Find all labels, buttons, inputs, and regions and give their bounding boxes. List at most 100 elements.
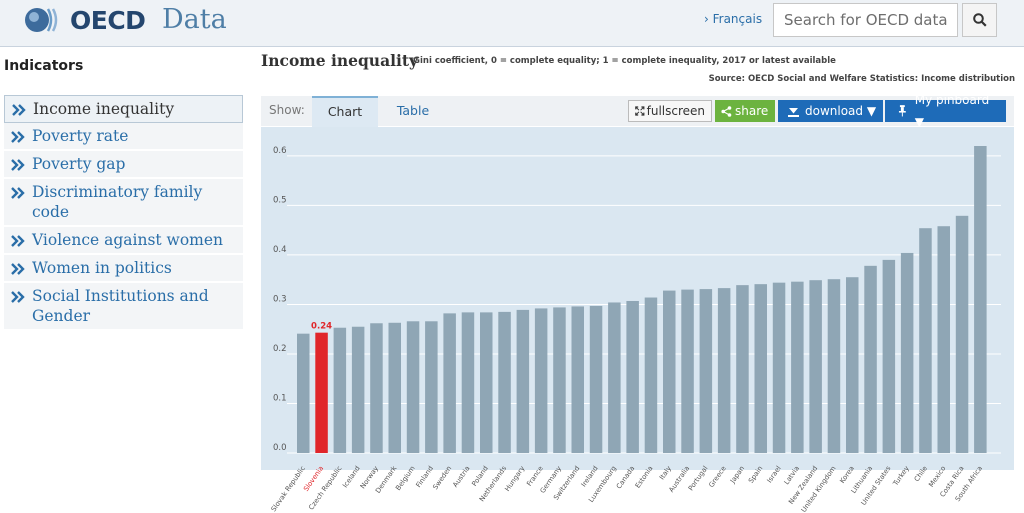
bar (864, 265, 877, 453)
bar (370, 323, 383, 453)
fullscreen-button[interactable]: fullscreen (628, 100, 712, 122)
y-tick-label: 0.4 (273, 245, 287, 255)
sidebar-item-label: Income inequality (33, 100, 175, 118)
bar (534, 308, 548, 453)
chevron-double-icon (11, 291, 25, 303)
bar (754, 284, 767, 453)
sidebar-item-discriminatory-family-code[interactable]: Discriminatory family code (4, 179, 243, 227)
sidebar-item-label: Poverty gap (32, 155, 126, 173)
y-tick-label: 0.2 (273, 344, 287, 354)
bar (589, 305, 603, 453)
chevron-double-icon (11, 131, 25, 143)
y-tick-label: 0.1 (273, 393, 287, 403)
bar (900, 252, 914, 453)
bar (297, 333, 310, 453)
sidebar-item-women-in-politics[interactable]: Women in politics (4, 255, 243, 283)
download-label: download ▼ (805, 104, 877, 118)
pinboard-label: My pinboard ▼ (914, 93, 990, 129)
brand-name: OECD (70, 6, 146, 35)
download-icon (788, 107, 799, 117)
x-tick-label: Sweden (431, 465, 453, 492)
bar (480, 312, 493, 453)
expand-icon (635, 106, 645, 116)
bar (333, 327, 347, 453)
chevron-double-icon (11, 187, 25, 199)
bar (626, 300, 639, 453)
sidebar-item-poverty-rate[interactable]: Poverty rate (4, 123, 243, 151)
bar (644, 297, 658, 453)
y-tick-label: 0.3 (273, 294, 287, 304)
bar (553, 307, 566, 453)
sidebar-item-poverty-gap[interactable]: Poverty gap (4, 151, 243, 179)
bar (919, 228, 932, 453)
bar (425, 321, 438, 453)
section-name: Data (162, 4, 227, 35)
sidebar-item-label: Poverty rate (32, 127, 129, 145)
share-button[interactable]: share (715, 100, 775, 122)
sidebar-item-label: Women in politics (32, 259, 172, 277)
x-tick-label: Belgium (394, 464, 417, 492)
download-button[interactable]: download ▼ (778, 100, 883, 122)
bar (443, 313, 456, 453)
y-tick-label: 0.0 (273, 443, 287, 453)
chart-source: Source: OECD Social and Welfare Statisti… (708, 74, 1015, 84)
x-tick-label: Israel (765, 464, 782, 484)
search-icon (972, 13, 987, 27)
bar (827, 279, 841, 453)
share-label: share (735, 104, 769, 118)
sidebar-item-violence-against-women[interactable]: Violence against women (4, 227, 243, 255)
bar (736, 285, 749, 453)
chevron-double-icon (12, 104, 26, 116)
pin-icon (898, 105, 906, 117)
x-tick-label: Korea (838, 465, 856, 485)
chart-panel: 0.0 0.1 0.2 0.3 0.4 0.5 0.6 Slovak Republic Slov… (261, 127, 1014, 513)
tab-table[interactable]: Table (396, 103, 430, 118)
show-label: Show: (269, 103, 305, 117)
page-title: Income inequality (261, 51, 419, 70)
x-tick-label: Spain (747, 465, 764, 485)
indicator-nav: Income inequality Poverty rate Poverty gap… (4, 95, 243, 331)
bar (608, 302, 621, 453)
y-tick-label: 0.5 (273, 195, 287, 205)
pinboard-button[interactable]: My pinboard ▼ (885, 93, 1006, 129)
bar (516, 309, 530, 453)
bar (351, 326, 365, 453)
data-label: 0.24 (311, 322, 332, 332)
bar (315, 332, 328, 453)
bar (937, 226, 950, 453)
sidebar-item-label: Discriminatory family code (32, 183, 203, 221)
sidebar-item-social-institutions-and-gender[interactable]: Social Institutions and Gender (4, 283, 243, 331)
bar (974, 146, 987, 453)
tab-chart[interactable]: Chart (312, 96, 378, 127)
search-input[interactable] (773, 3, 958, 37)
sidebar-item-income-inequality[interactable]: Income inequality (4, 95, 243, 123)
bar (663, 290, 676, 453)
chart-subtitle: Gini coefficient, 0 = complete equality;… (413, 56, 836, 66)
bar (809, 280, 822, 453)
bar (388, 322, 401, 453)
x-tick-label: Japan (728, 465, 746, 486)
chevron-double-icon (11, 263, 25, 275)
bar (882, 259, 896, 453)
oecd-logo-icon (25, 8, 58, 32)
bar (955, 215, 969, 453)
header: OECD Data › Français (0, 0, 1024, 47)
x-tick-label: Italy (658, 465, 673, 482)
x-tick-label: Turkey (891, 465, 911, 489)
share-icon (721, 105, 732, 117)
language-link[interactable]: › Français (704, 12, 763, 26)
search-button[interactable] (962, 3, 997, 37)
bar (772, 282, 786, 453)
bar (717, 288, 731, 453)
sidebar-item-label: Violence against women (32, 231, 224, 249)
bar (461, 312, 475, 453)
x-tick-label: Greece (707, 465, 727, 489)
x-tick-label: Canada (615, 465, 636, 491)
sidebar-title: Indicators (4, 58, 84, 74)
x-tick-label: Estonia (634, 465, 655, 490)
x-tick-label: Latvia (783, 465, 801, 487)
fullscreen-label: fullscreen (646, 104, 705, 118)
y-tick-label: 0.6 (273, 146, 287, 156)
bar (571, 306, 584, 453)
